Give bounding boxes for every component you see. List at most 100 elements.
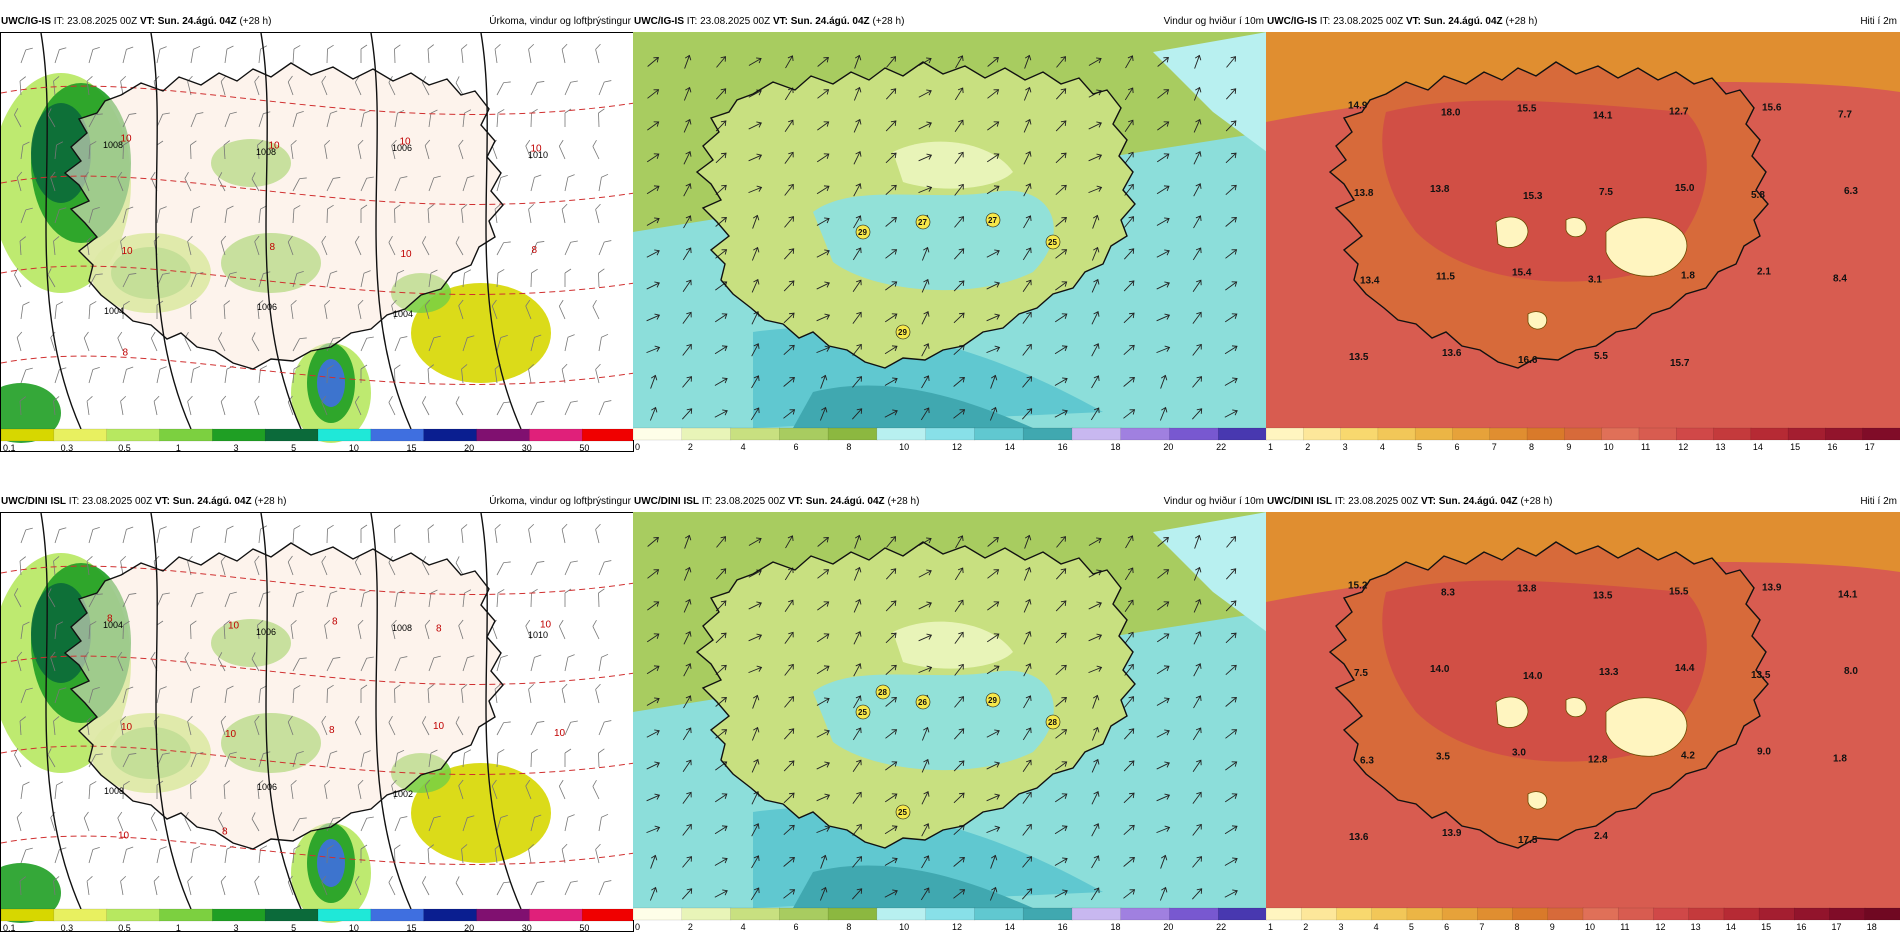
wind-barb	[360, 750, 371, 768]
wind-arrow	[1225, 568, 1237, 580]
wind-barb	[20, 527, 33, 544]
wind-arrow	[1156, 345, 1171, 354]
wind-barb	[496, 589, 505, 608]
temperature-value: 16.6	[1518, 355, 1538, 366]
wind-barb	[530, 334, 542, 352]
wind-barb	[156, 206, 167, 224]
colorbar-label: 16	[1827, 442, 1837, 452]
wind-barb	[598, 653, 609, 672]
temperature-contour-label: 10	[225, 729, 237, 740]
colorbar-swatch	[1864, 907, 1900, 921]
wind-arrow	[885, 664, 897, 676]
wind-arrow	[715, 664, 727, 676]
wind-barb	[86, 396, 93, 416]
wind-arrow	[1224, 409, 1238, 418]
wind-barb	[117, 331, 124, 352]
wind-barb	[88, 301, 97, 320]
pressure-label: 1004	[103, 620, 123, 630]
temperature-value: 3.5	[1436, 751, 1450, 762]
wind-arrow	[921, 375, 930, 389]
temperature-value: 6.3	[1360, 755, 1374, 766]
wind-barb	[422, 876, 430, 896]
wind-arrow	[986, 249, 1000, 258]
wind-barb	[394, 44, 401, 64]
colorbar-label: 2	[1305, 442, 1310, 452]
wind-barb	[54, 47, 67, 64]
wind-barb	[528, 43, 535, 64]
wind-arrow	[649, 886, 658, 901]
wind-arrow	[682, 279, 692, 293]
wind-arrow	[715, 697, 727, 707]
wind-arrow	[852, 759, 862, 773]
wind-barb	[326, 817, 341, 832]
wind-arrow	[817, 601, 830, 611]
colorbar-label: 3	[1343, 442, 1348, 452]
wind-arrow	[1054, 313, 1068, 323]
coastline	[695, 61, 1136, 369]
wind-arrow	[682, 376, 692, 388]
wind-arrow	[1024, 534, 1032, 549]
wind-barb	[290, 780, 297, 800]
wind-arrow	[784, 151, 794, 164]
wind-barb	[424, 779, 431, 800]
wind-barb	[598, 173, 609, 192]
temperature-contour-label: 8	[123, 348, 129, 359]
wind-arrow	[682, 727, 692, 741]
colorbar-label: 18	[1111, 922, 1121, 932]
wind-arrow	[1193, 631, 1202, 645]
wind-barb	[53, 76, 60, 96]
temperature-value: 13.8	[1354, 188, 1374, 199]
wind-arrow	[851, 888, 863, 900]
wind-barb	[122, 46, 134, 64]
wind-arrow	[816, 665, 830, 675]
wind-barb	[19, 876, 26, 896]
wind-arrow	[884, 889, 898, 898]
wind-arrow	[954, 87, 964, 101]
wind-arrow	[1023, 598, 1032, 613]
colorbar-swatch	[159, 428, 214, 442]
wind-barb	[598, 748, 605, 768]
temperature-value: 13.6	[1442, 348, 1462, 359]
panel-precip-dini: UWC/DINI ISL IT: 23.08.2025 00Z VT: Sun.…	[0, 494, 634, 950]
wind-arrow	[1193, 695, 1202, 709]
wind-barb	[428, 655, 441, 672]
wind-arrow	[853, 695, 862, 709]
colorbar-swatch	[730, 907, 781, 921]
wind-barb	[595, 43, 601, 64]
colorbar-label: 10	[899, 922, 909, 932]
colorbar-swatch	[1653, 907, 1690, 921]
wind-arrow	[748, 121, 762, 130]
wind-barb	[20, 301, 30, 320]
wind-arrow	[1224, 313, 1238, 323]
wind-barb	[122, 620, 130, 640]
isobar	[40, 513, 82, 910]
colorbar-label: 18	[1867, 922, 1877, 932]
colorbar-swatch	[1217, 907, 1267, 921]
wind-barb	[422, 716, 430, 736]
colorbar-swatch	[53, 908, 108, 922]
wind-arrow	[1055, 664, 1067, 676]
temperature-value: 7.7	[1838, 109, 1852, 120]
wind-barb	[427, 684, 434, 704]
colorbar-swatch	[730, 427, 781, 441]
wind-arrow	[953, 377, 965, 387]
temperature-contour-label: 10	[118, 831, 130, 842]
wind-barb	[292, 590, 304, 608]
wind-arrow	[1225, 761, 1238, 771]
wind-arrow	[1226, 56, 1236, 68]
wind-arrow	[1125, 535, 1134, 549]
wind-arrow	[1022, 376, 1032, 388]
gust-label: 27	[918, 218, 927, 227]
wind-barb	[120, 555, 127, 576]
wind-barb	[257, 780, 264, 800]
wind-barb	[391, 139, 397, 160]
wind-arrow	[681, 888, 693, 900]
wind-arrow	[783, 248, 795, 260]
wind-arrow	[1022, 279, 1032, 293]
colorbar-swatch	[974, 427, 1024, 441]
wind-arrow	[921, 855, 930, 869]
panel-title: Vindur og hviður í 10m	[1163, 496, 1264, 507]
wind-arrow	[816, 249, 830, 258]
panel-title: Úrkoma, vindur og loftþrýstingur	[489, 496, 631, 507]
wind-barb	[558, 779, 566, 800]
